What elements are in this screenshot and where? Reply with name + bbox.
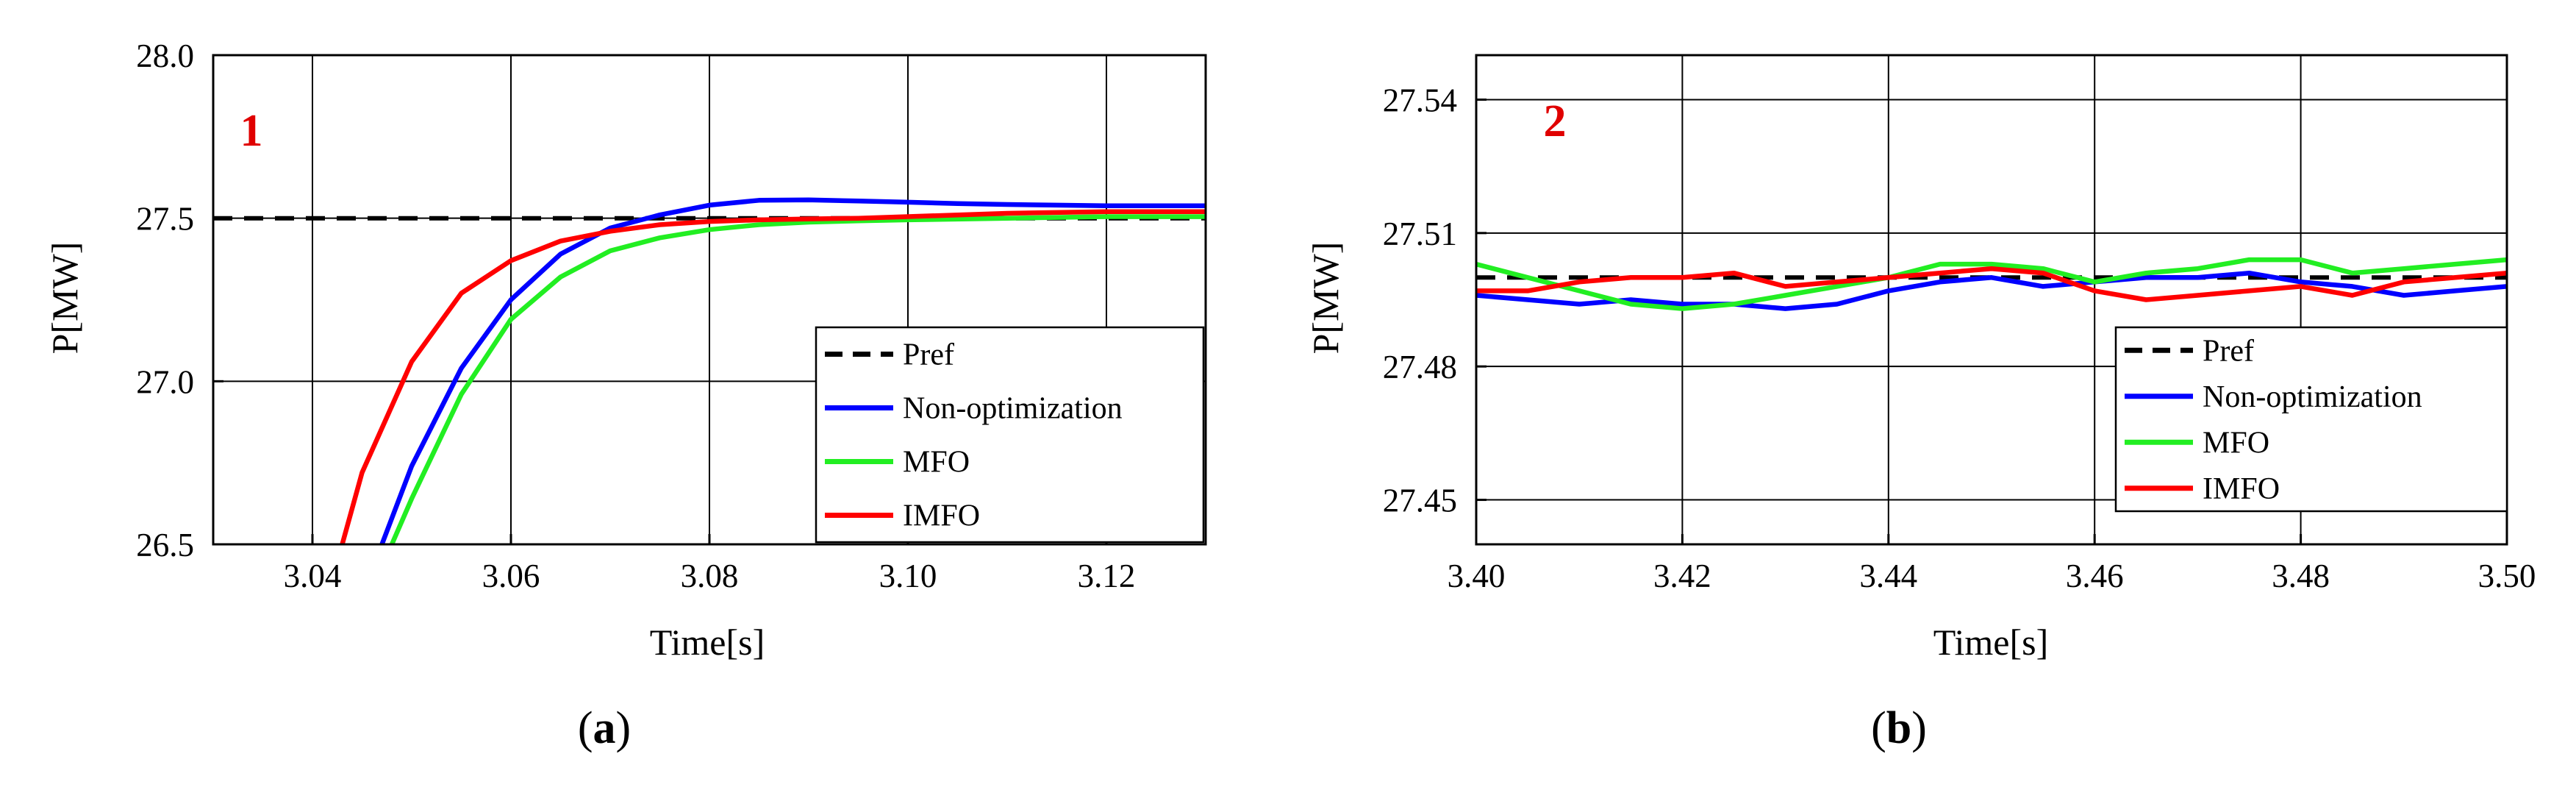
- y-tick-label: 27.5: [136, 201, 194, 238]
- y-tick-label: 27.51: [1383, 216, 1457, 252]
- legend-entry-label: MFO: [903, 446, 970, 480]
- x-tick-label: 3.08: [681, 558, 739, 594]
- panel-label-paren: ): [1911, 703, 1927, 753]
- y-tick-label: 27.54: [1383, 82, 1457, 118]
- y-tick-label: 27.45: [1383, 483, 1457, 519]
- legend-entry-label: IMFO: [2203, 472, 2280, 506]
- legend-entry-label: Non-optimization: [2203, 380, 2422, 414]
- panel-label-paren: (: [1871, 703, 1886, 753]
- x-tick-label: 3.46: [2066, 558, 2124, 594]
- x-axis-label: Time[s]: [1933, 622, 2049, 663]
- y-tick-label: 26.5: [136, 527, 194, 563]
- panel-label-letter: b: [1886, 703, 1911, 753]
- plot-frame: [1475, 54, 2508, 546]
- series-group: [1476, 257, 2507, 311]
- series-line-mfo: [1476, 257, 2507, 311]
- legend-entry-label: MFO: [2203, 426, 2269, 460]
- legend-box: [2114, 326, 2508, 513]
- series-line-non-optimization: [379, 197, 1206, 544]
- panel-label: (b): [1871, 703, 1927, 753]
- series-line-imfo: [1476, 266, 2507, 302]
- y-tick-label: 28.0: [136, 38, 194, 74]
- legend-entry-label: Pref: [903, 338, 954, 372]
- y-axis-label: P[MW]: [44, 242, 85, 355]
- y-axis-label: P[MW]: [1305, 242, 1346, 355]
- series-line-non-optimization: [1476, 270, 2507, 311]
- x-axis-label: Time[s]: [650, 622, 765, 663]
- chart-panel-b: 3.40 3.42 3.44 3.46 3.48 3.50 27.45 27.48 27.51 2…: [1305, 54, 2536, 753]
- x-tick-label: 3.48: [2272, 558, 2330, 594]
- panel-label-letter: a: [593, 703, 616, 753]
- legend-entry-label: Pref: [2203, 334, 2254, 368]
- legend-entry-label: IMFO: [903, 499, 980, 533]
- panel-label-paren: ): [616, 703, 632, 753]
- series-line-mfo: [390, 214, 1206, 544]
- chart-panel-a: 3.04 3.06 3.08 3.10 3.12 26.5 27.0 27.5 28.0 Time…: [44, 38, 1207, 753]
- y-tick-label: 27.0: [136, 363, 194, 400]
- legend-box: [815, 326, 1205, 544]
- x-tick-label: 3.12: [1078, 558, 1136, 594]
- region-marker-number: 2: [1544, 96, 1567, 146]
- panel-label: (a): [578, 703, 631, 753]
- panel-label-paren: (: [578, 703, 593, 753]
- legend: Pref Non-optimization MFO IMFO: [2114, 326, 2508, 513]
- series-line-imfo: [340, 209, 1206, 544]
- x-tick-label: 3.50: [2478, 558, 2536, 594]
- x-tick-label: 3.40: [1448, 558, 1506, 594]
- legend: Pref Non-optimization MFO IMFO: [815, 326, 1205, 544]
- x-tick-label: 3.06: [482, 558, 540, 594]
- x-tick-label: 3.04: [284, 558, 342, 594]
- x-tick-label: 3.42: [1653, 558, 1711, 594]
- legend-entry-label: Non-optimization: [903, 392, 1123, 426]
- x-tick-label: 3.44: [1859, 558, 1917, 594]
- x-tick-label: 3.10: [879, 558, 937, 594]
- series-group: [213, 197, 1206, 544]
- y-tick-label: 27.48: [1383, 349, 1457, 385]
- region-marker-number: 1: [240, 106, 263, 156]
